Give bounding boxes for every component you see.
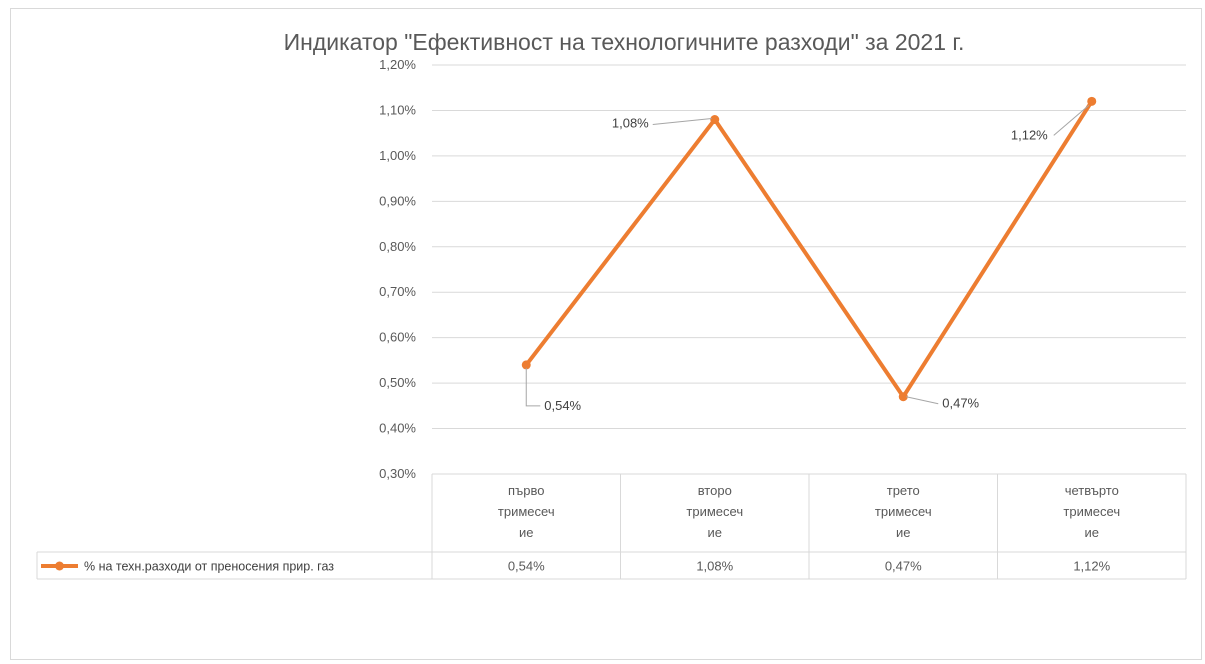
- legend-series-name: % на техн.разходи от преносения прир. га…: [84, 560, 334, 574]
- category-label: трето тримесеч ие: [875, 483, 932, 540]
- data-label-leader: [906, 396, 939, 405]
- category-label: четвърто тримесеч ие: [1063, 483, 1120, 540]
- data-label: 1,12%: [1011, 127, 1048, 142]
- y-tick-label: 1,20%: [379, 57, 416, 72]
- table-value: 1,12%: [1073, 559, 1110, 574]
- y-tick-label: 1,10%: [379, 102, 416, 117]
- series-line-group: [521, 96, 1097, 402]
- chart-title: Индикатор "Ефективност на технологичните…: [284, 29, 965, 55]
- y-tick-label: 0,70%: [379, 284, 416, 299]
- data-label-leader: [1053, 104, 1090, 136]
- chart-border: [10, 8, 1202, 660]
- table-value: 1,08%: [696, 559, 733, 574]
- category-label: второ тримесеч ие: [686, 483, 743, 540]
- y-tick-label: 0,40%: [379, 421, 416, 436]
- y-tick-label: 1,00%: [379, 148, 416, 163]
- gridlines: [432, 64, 1186, 475]
- data-label-leader: [652, 118, 712, 126]
- data-point: [521, 360, 531, 370]
- data-table: първо тримесеч ие второ тримесеч ие трето триме…: [36, 474, 1187, 580]
- table-value: 0,47%: [885, 559, 922, 574]
- y-tick-label: 0,80%: [379, 239, 416, 254]
- table-value: 0,54%: [508, 559, 545, 574]
- data-label: 0,54%: [544, 398, 581, 413]
- legend-marker: [55, 561, 64, 571]
- data-label: 1,08%: [612, 116, 649, 131]
- data-labels: 0,54% 1,08% 0,47% 1,12%: [525, 104, 1090, 413]
- data-label: 0,47%: [942, 396, 979, 411]
- data-point: [898, 392, 908, 402]
- category-label: първо тримесеч ие: [498, 483, 555, 540]
- data-point: [710, 115, 720, 125]
- y-tick-label: 0,90%: [379, 193, 416, 208]
- y-tick-label: 0,50%: [379, 375, 416, 390]
- data-point: [1087, 96, 1097, 106]
- data-label-leader: [525, 367, 541, 407]
- y-tick-label: 0,30%: [379, 466, 416, 481]
- y-axis-ticks: 0,30% 0,40% 0,50% 0,60% 0,70% 0,80% 0,90% 1,00%…: [379, 57, 416, 481]
- series-line: [524, 99, 1094, 399]
- y-tick-label: 0,60%: [379, 330, 416, 345]
